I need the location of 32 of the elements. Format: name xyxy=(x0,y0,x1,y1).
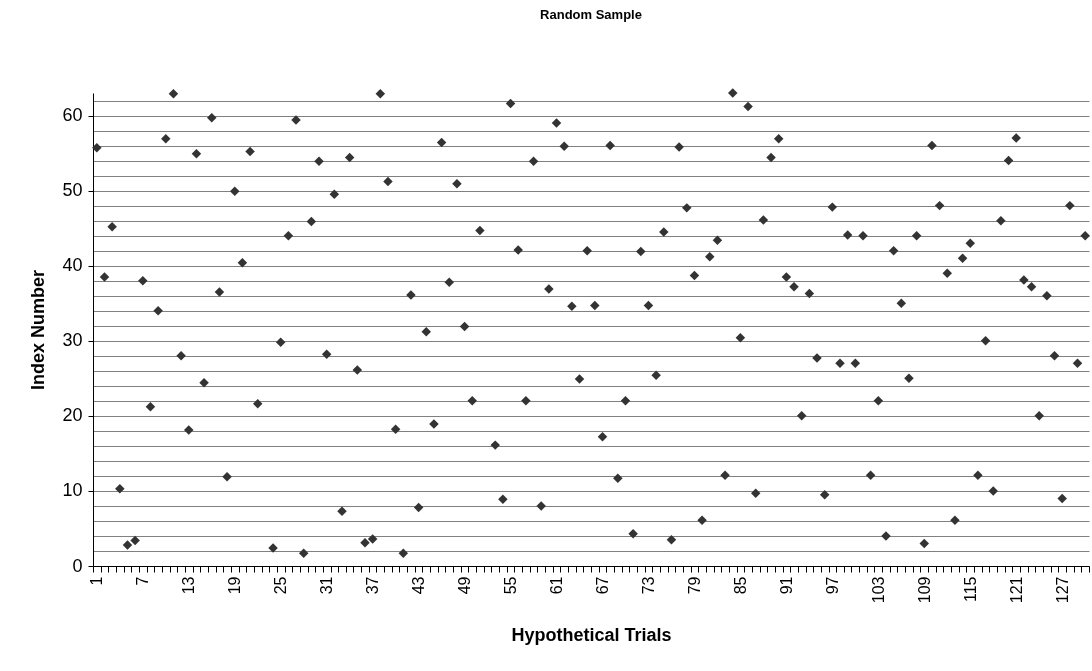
x-tick-label: 49 xyxy=(456,576,474,595)
y-tick-label: 30 xyxy=(62,330,83,351)
x-tick-label: 61 xyxy=(548,576,566,595)
x-tick-label: 1 xyxy=(88,576,106,586)
x-tick-label: 37 xyxy=(364,576,382,595)
x-tick-label: 85 xyxy=(731,576,749,595)
x-tick-label: 91 xyxy=(777,576,795,595)
x-tick-label: 25 xyxy=(272,576,290,595)
x-tick-label: 13 xyxy=(180,576,198,595)
x-tick-label: 97 xyxy=(823,576,841,595)
x-tick-label: 79 xyxy=(685,576,703,595)
x-tick-label: 31 xyxy=(318,576,336,595)
x-tick-label: 103 xyxy=(869,576,887,604)
y-tick-label: 10 xyxy=(62,480,83,501)
x-tick-label: 67 xyxy=(593,576,611,595)
x-axis-title: Hypothetical Trials xyxy=(511,625,672,646)
y-tick-label: 60 xyxy=(62,105,83,126)
x-tick-label: 115 xyxy=(961,576,979,603)
x-tick-label: 43 xyxy=(410,576,428,595)
x-tick-label: 73 xyxy=(639,576,657,595)
x-tick-label: 109 xyxy=(915,576,933,604)
y-tick-label: 20 xyxy=(62,405,83,426)
x-tick-label: 121 xyxy=(1007,576,1025,604)
y-axis-title: Index Number xyxy=(28,269,49,391)
x-tick-label: 127 xyxy=(1053,576,1071,604)
x-tick-label: 7 xyxy=(134,576,152,586)
y-tick-label: 40 xyxy=(62,255,83,276)
x-tick-label: 19 xyxy=(226,576,244,595)
x-tick-label: 55 xyxy=(502,576,520,595)
y-tick-label: 50 xyxy=(62,180,83,201)
y-tick-label: 0 xyxy=(72,555,83,576)
chart-title: Random Sample xyxy=(540,7,642,23)
